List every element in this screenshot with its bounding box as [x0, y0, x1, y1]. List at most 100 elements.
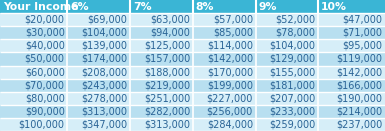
Bar — [193, 13, 256, 26]
Bar — [318, 92, 385, 105]
Text: $71,000: $71,000 — [342, 28, 382, 38]
Text: $104,000: $104,000 — [82, 28, 127, 38]
Bar — [256, 105, 318, 118]
Bar — [318, 52, 385, 66]
Bar — [130, 39, 193, 52]
Text: 7%: 7% — [133, 2, 151, 12]
Text: $256,000: $256,000 — [207, 106, 253, 116]
Text: $181,000: $181,000 — [270, 80, 316, 90]
Bar — [193, 79, 256, 92]
Bar — [0, 13, 67, 26]
Bar — [0, 92, 67, 105]
Text: $243,000: $243,000 — [81, 80, 127, 90]
Text: $57,000: $57,000 — [213, 15, 253, 25]
Bar — [67, 118, 130, 131]
Bar — [130, 118, 193, 131]
Text: $80,000: $80,000 — [25, 93, 65, 103]
Text: $20,000: $20,000 — [25, 15, 65, 25]
Text: $125,000: $125,000 — [144, 41, 190, 51]
Text: $139,000: $139,000 — [82, 41, 127, 51]
Bar — [130, 0, 193, 13]
Text: Your Income: Your Income — [3, 2, 78, 12]
Bar — [67, 66, 130, 79]
Bar — [318, 79, 385, 92]
Text: $278,000: $278,000 — [81, 93, 127, 103]
Text: $142,000: $142,000 — [207, 54, 253, 64]
Bar — [67, 0, 130, 13]
Text: 10%: 10% — [321, 2, 347, 12]
Text: $214,000: $214,000 — [336, 106, 382, 116]
Text: $219,000: $219,000 — [144, 80, 190, 90]
Text: $207,000: $207,000 — [270, 93, 316, 103]
Text: $313,000: $313,000 — [144, 119, 190, 129]
Text: $208,000: $208,000 — [81, 67, 127, 77]
Bar — [318, 66, 385, 79]
Bar — [256, 79, 318, 92]
Text: $347,000: $347,000 — [81, 119, 127, 129]
Text: 8%: 8% — [196, 2, 214, 12]
Bar — [256, 13, 318, 26]
Bar — [0, 79, 67, 92]
Bar — [193, 92, 256, 105]
Text: $157,000: $157,000 — [144, 54, 190, 64]
Text: $100,000: $100,000 — [19, 119, 65, 129]
Bar — [193, 66, 256, 79]
Bar — [0, 0, 67, 13]
Text: $114,000: $114,000 — [207, 41, 253, 51]
Text: $69,000: $69,000 — [87, 15, 127, 25]
Bar — [130, 13, 193, 26]
Bar — [0, 118, 67, 131]
Bar — [0, 105, 67, 118]
Text: $52,000: $52,000 — [276, 15, 316, 25]
Bar — [130, 105, 193, 118]
Text: $313,000: $313,000 — [82, 106, 127, 116]
Text: $188,000: $188,000 — [144, 67, 190, 77]
Text: 9%: 9% — [258, 2, 277, 12]
Bar — [256, 92, 318, 105]
Text: $259,000: $259,000 — [270, 119, 316, 129]
Text: $166,000: $166,000 — [336, 80, 382, 90]
Bar — [67, 52, 130, 66]
Bar — [193, 39, 256, 52]
Text: $104,000: $104,000 — [270, 41, 316, 51]
Text: $284,000: $284,000 — [207, 119, 253, 129]
Text: $85,000: $85,000 — [213, 28, 253, 38]
Text: $237,000: $237,000 — [336, 119, 382, 129]
Bar — [318, 13, 385, 26]
Bar — [67, 39, 130, 52]
Bar — [256, 118, 318, 131]
Bar — [130, 26, 193, 39]
Text: $40,000: $40,000 — [25, 41, 65, 51]
Bar — [318, 26, 385, 39]
Text: $30,000: $30,000 — [25, 28, 65, 38]
Text: $170,000: $170,000 — [207, 67, 253, 77]
Bar — [318, 105, 385, 118]
Bar — [67, 105, 130, 118]
Bar — [193, 52, 256, 66]
Bar — [256, 0, 318, 13]
Bar — [256, 26, 318, 39]
Bar — [193, 105, 256, 118]
Text: $174,000: $174,000 — [81, 54, 127, 64]
Bar — [0, 52, 67, 66]
Text: 6%: 6% — [70, 2, 89, 12]
Bar — [318, 0, 385, 13]
Text: $119,000: $119,000 — [336, 54, 382, 64]
Text: $251,000: $251,000 — [144, 93, 190, 103]
Bar — [318, 118, 385, 131]
Text: $142,000: $142,000 — [336, 67, 382, 77]
Text: $227,000: $227,000 — [207, 93, 253, 103]
Bar — [0, 26, 67, 39]
Bar — [256, 66, 318, 79]
Text: $47,000: $47,000 — [342, 15, 382, 25]
Bar — [130, 79, 193, 92]
Bar — [67, 26, 130, 39]
Text: $90,000: $90,000 — [25, 106, 65, 116]
Bar — [0, 39, 67, 52]
Text: $50,000: $50,000 — [25, 54, 65, 64]
Text: $70,000: $70,000 — [25, 80, 65, 90]
Bar — [193, 0, 256, 13]
Bar — [256, 39, 318, 52]
Bar — [193, 118, 256, 131]
Bar — [318, 39, 385, 52]
